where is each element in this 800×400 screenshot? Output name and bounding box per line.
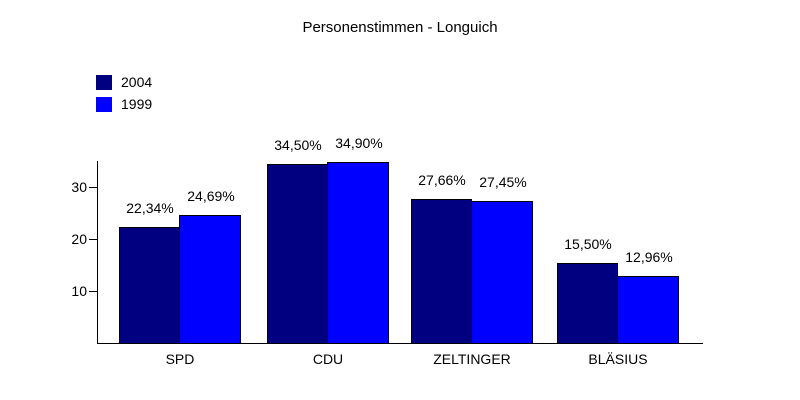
y-tick-mark xyxy=(89,291,97,292)
y-tick-label: 20 xyxy=(71,231,87,247)
bar-2004-SPD xyxy=(119,227,180,344)
y-tick-label: 10 xyxy=(71,283,87,299)
x-axis-label-BLÄSIUS: BLÄSIUS xyxy=(588,351,648,367)
value-label-1999-SPD: 24,69% xyxy=(187,188,235,204)
legend-swatch-1999 xyxy=(96,96,112,112)
chart-title: Personenstimmen - Longuich xyxy=(302,19,498,36)
legend-label-2004: 2004 xyxy=(121,74,153,90)
value-label-1999-BLÄSIUS: 12,96% xyxy=(625,249,673,265)
value-label-2004-SPD: 22,34% xyxy=(126,200,174,216)
legend-item-2004: 2004 xyxy=(96,74,152,90)
y-tick-mark xyxy=(89,239,97,240)
bar-1999-SPD xyxy=(179,215,241,344)
bar-1999-BLÄSIUS xyxy=(617,276,679,344)
value-label-1999-ZELTINGER: 27,45% xyxy=(479,174,527,190)
y-axis xyxy=(97,161,98,344)
legend-swatch-2004 xyxy=(96,74,112,90)
x-axis-label-SPD: SPD xyxy=(165,351,195,367)
bar-2004-CDU xyxy=(267,164,328,344)
bar-2004-BLÄSIUS xyxy=(557,263,618,344)
bar-1999-ZELTINGER xyxy=(471,201,533,344)
legend-item-1999: 1999 xyxy=(96,96,152,112)
bar-2004-ZELTINGER xyxy=(411,199,472,344)
bar-1999-CDU xyxy=(327,162,389,344)
x-axis-label-CDU: CDU xyxy=(312,351,344,367)
y-tick-label: 30 xyxy=(71,179,87,195)
legend-label-1999: 1999 xyxy=(121,96,153,112)
x-axis-label-ZELTINGER: ZELTINGER xyxy=(433,351,511,367)
value-label-2004-ZELTINGER: 27,66% xyxy=(418,172,466,188)
legend: 2004 1999 xyxy=(96,74,152,118)
value-label-2004-BLÄSIUS: 15,50% xyxy=(564,236,612,252)
x-axis xyxy=(97,343,703,344)
value-label-2004-CDU: 34,50% xyxy=(274,137,322,153)
y-tick-mark xyxy=(89,187,97,188)
value-label-1999-CDU: 34,90% xyxy=(335,135,383,151)
